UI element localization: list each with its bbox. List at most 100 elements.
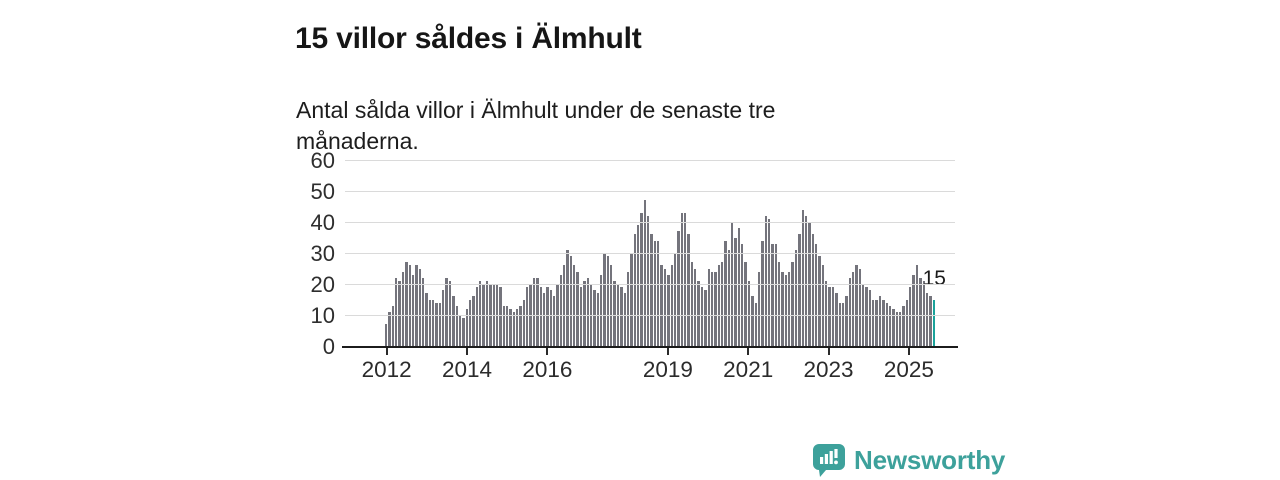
bar [888, 305, 892, 346]
x-axis-tick-label: 2014 [441, 357, 493, 382]
bar [788, 271, 791, 346]
bar [505, 305, 509, 346]
bar [452, 296, 455, 346]
x-axis-tick-label: 2025 [883, 357, 934, 382]
bar [415, 265, 418, 346]
bar [784, 274, 788, 346]
x-axis-tick [747, 348, 750, 355]
bar [576, 271, 579, 346]
bar [751, 296, 754, 346]
bar [868, 290, 872, 346]
bar [875, 299, 878, 346]
bar [754, 302, 757, 346]
bar [865, 287, 868, 346]
y-axis-tick-label: 40 [310, 210, 335, 235]
y-axis-tick-label: 30 [310, 241, 335, 266]
highlighted-bar [932, 299, 935, 346]
x-axis-tick [546, 348, 549, 355]
y-axis-tick-label: 60 [310, 148, 335, 173]
bar [919, 277, 922, 346]
gridline [345, 160, 955, 161]
bar [828, 287, 831, 346]
bar [761, 240, 764, 346]
bar [697, 280, 700, 346]
bar [851, 271, 855, 346]
bar [915, 265, 919, 346]
bar [536, 277, 539, 346]
bar [596, 293, 599, 346]
bar [741, 243, 744, 346]
bar [707, 268, 710, 346]
gridline [345, 222, 955, 223]
bar [593, 290, 596, 346]
bar [391, 305, 395, 346]
bar [566, 249, 569, 346]
bar [479, 280, 482, 346]
bar [717, 265, 720, 346]
bar [522, 299, 526, 346]
bar [573, 265, 576, 346]
bar [559, 274, 563, 346]
bar [425, 293, 428, 346]
bar [445, 277, 448, 346]
bar [610, 265, 613, 346]
bar [872, 299, 875, 346]
bar [781, 271, 784, 346]
bar [640, 212, 643, 346]
bar [667, 274, 670, 346]
bar [710, 271, 714, 346]
bar [519, 305, 522, 346]
bar [720, 262, 724, 346]
bar [653, 240, 657, 346]
bar [825, 280, 828, 346]
bar [516, 308, 519, 346]
bar [895, 311, 898, 346]
y-axis-tick-label: 50 [310, 179, 335, 204]
bar [791, 262, 794, 346]
bar [737, 228, 741, 346]
bar [727, 249, 731, 346]
bar [650, 234, 653, 346]
bar [757, 271, 761, 346]
bar [700, 287, 704, 346]
bar [636, 225, 640, 346]
bar [428, 299, 432, 346]
x-axis-tick [466, 348, 468, 355]
bar [764, 215, 767, 346]
gridline [345, 284, 955, 285]
bar [905, 299, 909, 346]
bar [408, 265, 411, 346]
bar [818, 256, 821, 346]
bar [613, 280, 616, 346]
bar [512, 311, 516, 346]
bar [647, 215, 650, 346]
bar [606, 256, 610, 346]
bar [771, 243, 774, 346]
chart-subtitle: Antal sålda villor i Älmhult under de se… [296, 97, 776, 154]
bar [821, 265, 825, 346]
bar [502, 305, 505, 346]
bar [663, 268, 667, 346]
bar [542, 293, 546, 346]
bar [657, 240, 660, 346]
bar [455, 305, 458, 346]
newsworthy-speech-bubble-chart-icon [813, 444, 845, 477]
bar [858, 268, 862, 346]
bar [767, 218, 771, 346]
bar [405, 262, 408, 346]
bar [838, 302, 841, 346]
newsworthy-branding: Newsworthy [812, 443, 1005, 477]
bar [626, 271, 630, 346]
bar [395, 277, 398, 346]
bar [714, 271, 717, 346]
bar [677, 231, 680, 346]
bar [902, 305, 905, 346]
bar [398, 280, 401, 346]
bar-chart-plot-area: 15 0 10 20 30 40 50 60 2012 2014 2016 2019 2021 2023… [311, 149, 958, 382]
bar [385, 324, 388, 346]
bar [694, 268, 697, 346]
bar [815, 243, 818, 346]
bar [485, 280, 489, 346]
x-axis-tick-label: 2023 [803, 357, 854, 382]
